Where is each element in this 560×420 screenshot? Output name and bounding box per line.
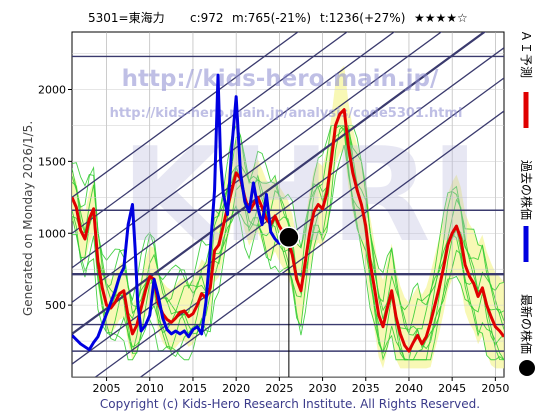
copyright-footer: Copyright (c) Kids-Hero Research Institu… [100, 397, 480, 411]
watermark-url: http://kids-hero.main.jp/ [122, 66, 439, 92]
x-tick-label: 2010 [136, 382, 164, 395]
legend-latest-swatch [519, 360, 535, 376]
legend-ai: ＡＩ予測 [519, 30, 533, 128]
trend-line [72, 32, 299, 198]
x-tick-label: 2015 [179, 382, 207, 395]
projection-line [72, 124, 504, 335]
header-code: 5301=東海力 [88, 10, 165, 25]
x-tick-label: 2035 [352, 382, 380, 395]
header-current: c:972 [190, 11, 224, 25]
trend-line [72, 32, 396, 269]
trend-line [72, 32, 443, 303]
trend-line [72, 32, 487, 335]
price-levels [72, 55, 504, 352]
x-tick-label: 2045 [438, 382, 466, 395]
header-rating: ★★★★☆ [414, 11, 468, 25]
legend-latest-label: 最新の株価 [519, 294, 534, 354]
legend-ai-label: ＡＩ予測 [519, 30, 533, 78]
y-axis: 500 1000 1500 2000 [38, 84, 72, 312]
x-tick-label: 2030 [309, 382, 337, 395]
trend-line [139, 110, 504, 377]
trend-line [72, 32, 349, 234]
generated-label: Generated on Monday 2026/1/5. [21, 121, 35, 316]
latest-price-marker [278, 226, 300, 249]
legend-past: 過去の株価 [519, 160, 534, 262]
y-tick-label: 1500 [38, 155, 66, 168]
y-tick-label: 1000 [38, 227, 66, 240]
projection-line [72, 124, 504, 311]
x-tick-label: 2005 [93, 382, 121, 395]
watermark-logo: KHRI [121, 119, 479, 271]
legend-past-label: 過去の株価 [519, 160, 534, 220]
series-past-price [72, 73, 286, 352]
legend-latest: 最新の株価 [519, 294, 535, 376]
y-tick-label: 500 [45, 299, 66, 312]
x-axis: 2005 2010 2015 2020 2025 2030 2035 2040 2045 2050 [93, 377, 509, 395]
x-tick-label: 2025 [265, 382, 293, 395]
watermark-analysis-url: http://kids-hero.main.jp/analysis/code53… [110, 106, 463, 121]
y-tick-label: 2000 [38, 84, 66, 97]
x-tick-label: 2050 [481, 382, 509, 395]
legend: ＡＩ予測 過去の株価 最新の株価 [519, 30, 535, 376]
header-mid: m:765(-21%) [232, 11, 311, 25]
projection-line [72, 124, 504, 349]
x-tick-label: 2040 [395, 382, 423, 395]
x-tick-label: 2020 [222, 382, 250, 395]
header-target: t:1236(+27%) [320, 11, 405, 25]
forecast-band [72, 65, 504, 369]
trend-line [72, 47, 504, 365]
trend-lines [72, 32, 504, 377]
